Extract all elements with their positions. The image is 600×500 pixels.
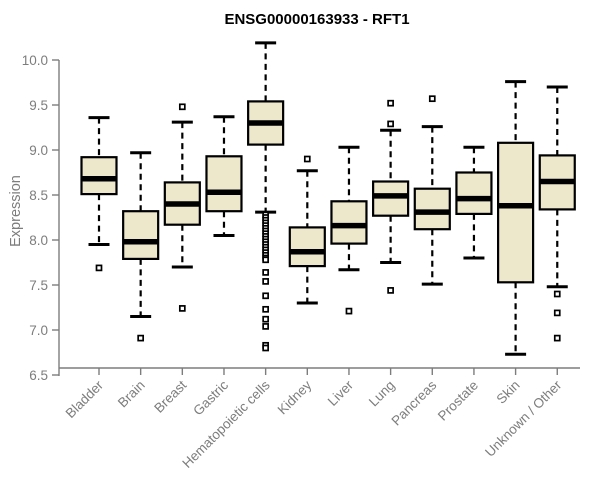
boxplot-pancreas bbox=[413, 95, 451, 286]
iqr-box bbox=[330, 200, 368, 245]
x-tick-label-unknown-other: Unknown / Other bbox=[482, 377, 565, 460]
y-tick-label: 10.0 bbox=[22, 53, 48, 68]
iqr-box bbox=[80, 156, 118, 196]
iqr-box bbox=[205, 155, 243, 213]
outlier-point bbox=[137, 334, 145, 342]
x-tick-label-bladder: Bladder bbox=[63, 377, 107, 421]
y-tick-label: 9.5 bbox=[29, 98, 48, 113]
outlier-point bbox=[553, 334, 561, 342]
x-tick-label-lung: Lung bbox=[366, 378, 398, 410]
outlier-point bbox=[262, 315, 269, 323]
x-tick-label-pancreas: Pancreas bbox=[388, 377, 439, 428]
iqr-box bbox=[455, 171, 493, 216]
y-tick-label: 8.0 bbox=[29, 233, 48, 248]
x-tick-label-brain: Brain bbox=[115, 378, 148, 411]
boxplot-kidney bbox=[288, 155, 326, 305]
boxplot-unknown-other bbox=[538, 85, 576, 342]
outlier-point bbox=[178, 305, 186, 312]
y-tick-label: 7.0 bbox=[29, 323, 48, 338]
boxplot-lung bbox=[372, 99, 410, 294]
iqr-box bbox=[288, 226, 326, 268]
boxplot-skin bbox=[497, 80, 535, 356]
y-tick-label: 8.5 bbox=[29, 188, 48, 203]
x-tick-label-breast: Breast bbox=[151, 377, 189, 415]
y-tick-label: 6.5 bbox=[29, 368, 48, 383]
x-tick-label-liver: Liver bbox=[325, 377, 357, 409]
outlier-point bbox=[262, 278, 269, 285]
x-tick-label-prostate: Prostate bbox=[435, 378, 481, 424]
outlier-point bbox=[303, 155, 311, 163]
outlier-point bbox=[262, 269, 269, 276]
outlier-point bbox=[262, 292, 269, 300]
boxplot-prostate bbox=[455, 145, 493, 260]
outlier-point bbox=[553, 309, 561, 317]
outlier-point bbox=[345, 307, 353, 315]
y-tick-label: 7.5 bbox=[29, 278, 48, 293]
iqr-box bbox=[122, 210, 160, 260]
outlier-point bbox=[262, 256, 269, 264]
outlier-point bbox=[387, 99, 394, 107]
boxplot-liver bbox=[330, 145, 368, 315]
boxplot-breast bbox=[163, 103, 201, 312]
y-tick-label: 9.0 bbox=[29, 143, 48, 158]
chart-title: ENSG00000163933 - RFT1 bbox=[224, 11, 410, 28]
x-tick-label-gastric: Gastric bbox=[190, 377, 231, 418]
boxplot-brain bbox=[122, 151, 160, 342]
outlier-point bbox=[95, 264, 103, 272]
outlier-point bbox=[387, 120, 394, 128]
outlier-point bbox=[387, 287, 394, 294]
iqr-box bbox=[413, 187, 451, 231]
outlier-point bbox=[262, 323, 269, 330]
x-tick-label-kidney: Kidney bbox=[275, 377, 315, 417]
outlier-point bbox=[428, 95, 436, 103]
outlier-point bbox=[262, 305, 269, 313]
boxplot-bladder bbox=[80, 116, 118, 272]
x-tick-label-skin: Skin bbox=[494, 378, 523, 407]
outlier-point bbox=[262, 344, 269, 352]
boxplot-hematopoietic-cells bbox=[247, 41, 285, 352]
boxplot-gastric bbox=[205, 115, 243, 237]
outlier-point bbox=[553, 290, 561, 298]
outlier-point bbox=[178, 103, 186, 111]
iqr-box bbox=[497, 141, 535, 284]
